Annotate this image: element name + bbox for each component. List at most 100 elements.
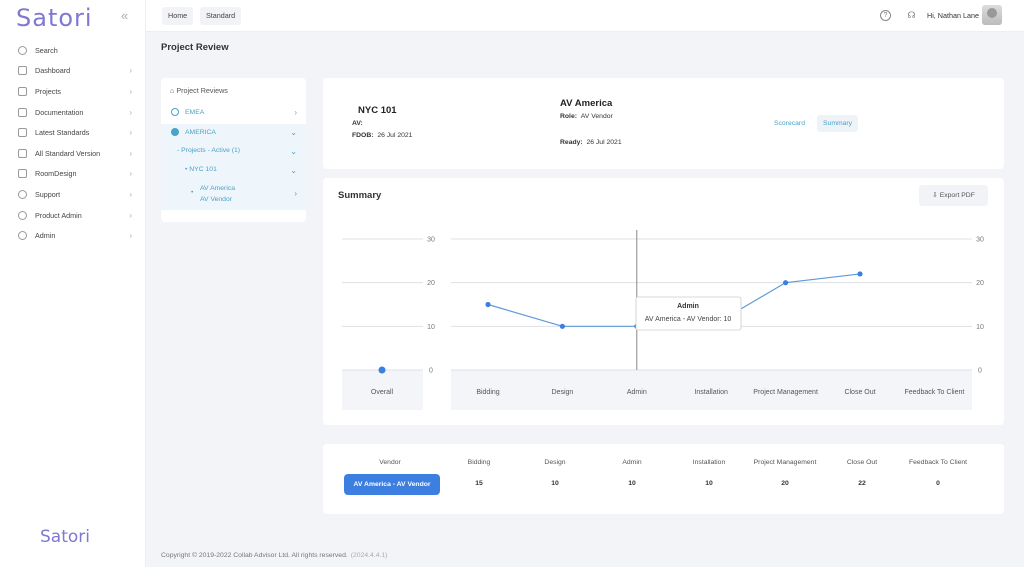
table-cell: 0 <box>936 480 940 487</box>
chevron-right-icon: › <box>129 231 132 241</box>
y-tick-label-left: 0 <box>429 368 433 375</box>
chevron-down-icon: ⌄ <box>290 128 297 137</box>
sidebar-item-latest-standards[interactable]: Latest Standards › <box>0 122 146 143</box>
tooltip-title: Admin <box>677 303 699 310</box>
sidebar-item-label: Admin <box>35 231 56 241</box>
headset-icon <box>18 210 27 220</box>
breadcrumb-home[interactable]: Home <box>162 7 194 25</box>
data-point <box>559 323 565 329</box>
tree-item-sublabel: AV Vendor <box>200 196 232 203</box>
footer-logo-text: Satori <box>40 527 90 547</box>
av-label-text: AV: <box>352 120 363 127</box>
data-point <box>485 301 491 308</box>
y-tick-label-left: 30 <box>427 237 435 244</box>
sidebar-item-label: Latest Standards <box>35 128 90 138</box>
table-cell: 15 <box>475 480 483 487</box>
sidebar-item-documentation[interactable]: Documentation › <box>0 102 146 123</box>
chevron-right-icon: › <box>129 210 132 220</box>
sidebar-item-search[interactable]: Search <box>0 40 146 61</box>
sidebar-item-admin[interactable]: Admin › <box>0 225 146 246</box>
tree-item-emea[interactable]: EMEA › <box>161 108 306 122</box>
page-title: Project Review <box>161 42 229 53</box>
chevron-right-icon: › <box>294 189 297 198</box>
sidebar-item-label: Support <box>35 189 61 199</box>
home-icon: ⌂ <box>170 86 177 95</box>
table-cell: 22 <box>858 480 866 487</box>
y-tick-label-right: 30 <box>976 237 984 244</box>
chevron-down-icon: ⌄ <box>290 166 297 175</box>
version-text: (2024.4.4.1) <box>350 552 388 559</box>
tree-selected-group <box>161 124 306 210</box>
gear-icon <box>18 231 27 241</box>
sidebar-item-label: Projects <box>35 86 61 96</box>
summary-chart[interactable]: 0 0 10 10 20 20 30 30 Overall Bidding Design Admin I… <box>323 178 1004 425</box>
fdob-label: FDOB: <box>352 132 374 139</box>
ready-value: 26 Jul 2021 <box>586 139 622 146</box>
chevron-right-icon: › <box>129 107 132 117</box>
overall-point <box>378 366 386 374</box>
tree-item-vendor[interactable]: • AV America AV Vendor › <box>161 185 306 209</box>
table-cell: 10 <box>705 480 713 487</box>
tree-item-nyc101[interactable]: • NYC 101 ⌄ <box>161 166 306 180</box>
summary-card: Summary ⇩ Export PDF 0 0 10 10 20 20 30 30 Overa… <box>323 178 1004 425</box>
tree-item-america[interactable]: AMERICA ⌄ <box>161 128 306 142</box>
tab-summary[interactable]: Summary <box>817 115 859 132</box>
tree-item-label: AV America <box>200 185 236 192</box>
footer: Copyright © 2019-2022 Collab Advisor Ltd… <box>161 552 387 559</box>
sidebar-item-label: RoomDesign <box>35 169 77 179</box>
project-tree: ⌂ Project Reviews EMEA › AMERICA ⌄ - Pro… <box>161 78 306 222</box>
x-tick-label: Installation <box>694 389 728 396</box>
table-cell: 10 <box>628 480 636 487</box>
x-tick-label: Design <box>552 389 574 396</box>
table-header: Project Management <box>753 459 817 466</box>
table-header: Installation <box>692 459 726 466</box>
table-cell: 20 <box>781 480 789 487</box>
score-table: Vendor Bidding Design Admin Installation… <box>323 444 1004 514</box>
role-label: Role: <box>560 113 577 120</box>
overall-band <box>342 370 423 410</box>
sidebar-item-support[interactable]: Support › <box>0 184 146 205</box>
sidebar-item-roomdesign[interactable]: RoomDesign › <box>0 164 146 185</box>
document-icon <box>18 148 27 158</box>
data-point <box>783 280 789 286</box>
sidebar-item-projects[interactable]: Projects › <box>0 81 146 102</box>
breadcrumb-standard[interactable]: Standard <box>200 7 242 25</box>
sidebar-item-all-standard-version[interactable]: All Standard Version › <box>0 143 146 164</box>
table-header: Admin <box>622 459 642 466</box>
document-icon <box>18 128 27 138</box>
project-info-card: NYC 101 AV: FDOB: 26 Jul 2021 AV America… <box>323 78 1004 169</box>
ready-label: Ready: <box>560 139 583 146</box>
export-pdf-button[interactable]: ⇩ Export PDF <box>919 185 988 206</box>
ready-row: Ready: 26 Jul 2021 <box>560 139 622 146</box>
tooltip-text: AV America - AV Vendor: 10 <box>645 316 732 323</box>
headset-icon[interactable]: ☊ <box>907 10 916 20</box>
double-chevron-left-icon[interactable]: « <box>121 8 129 23</box>
av-label: AV: <box>352 120 363 127</box>
tree-header: ⌂ Project Reviews <box>170 86 228 95</box>
sidebar-item-product-admin[interactable]: Product Admin › <box>0 205 146 226</box>
sidebar-item-label: All Standard Version <box>35 148 101 158</box>
topbar: Home Standard ? ☊ Hi, Nathan Lane <box>146 0 1024 32</box>
avatar[interactable] <box>982 5 1002 25</box>
home-icon <box>18 66 27 76</box>
fdob-row: FDOB: 26 Jul 2021 <box>352 132 412 139</box>
help-icon[interactable]: ? <box>880 10 891 21</box>
x-tick-label: Bidding <box>476 389 499 396</box>
user-greeting[interactable]: Hi, Nathan Lane <box>927 11 979 20</box>
category-band <box>451 370 972 410</box>
sidebar-item-label: Dashboard <box>35 66 71 76</box>
sidebar-item-label: Documentation <box>35 107 84 117</box>
logo[interactable]: Satori <box>16 4 93 32</box>
tab-scorecard[interactable]: Scorecard <box>774 120 805 127</box>
globe-icon <box>171 108 179 116</box>
tree-item-projects-active[interactable]: - Projects - Active (1) ⌄ <box>161 147 306 161</box>
vendor-name: AV America <box>560 98 613 109</box>
book-icon <box>18 107 27 117</box>
vendor-button[interactable]: AV America - AV Vendor <box>344 474 440 495</box>
table-header: Vendor <box>379 459 401 466</box>
tree-item-label: • NYC 101 <box>185 166 217 173</box>
sidebar-item-label: Product Admin <box>35 210 82 220</box>
sidebar-item-dashboard[interactable]: Dashboard › <box>0 61 146 82</box>
chevron-right-icon: › <box>129 189 132 199</box>
tooltip-box <box>635 296 742 331</box>
